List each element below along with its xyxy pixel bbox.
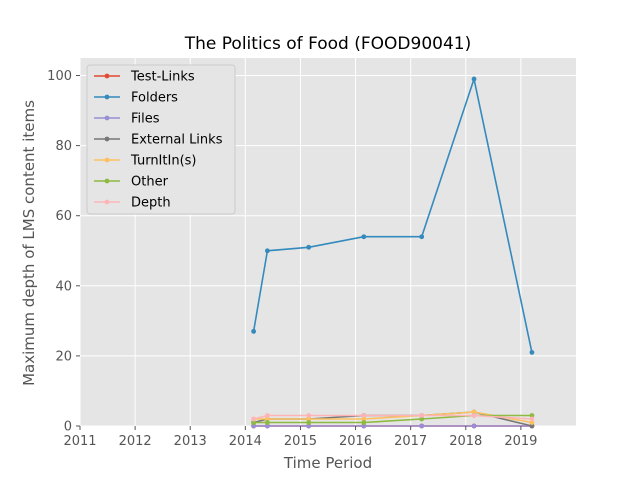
data-point-depth [471, 413, 477, 418]
x-axis-ticks: 2011 2012 2013 2014 2015 2016 2017 2018 2019 [63, 426, 537, 449]
y-tick-label: 20 [55, 349, 72, 364]
series-lines [251, 75, 535, 429]
legend-item-other: Other [94, 175, 169, 190]
data-point-files [251, 423, 256, 429]
y-tick-label: 100 [47, 69, 72, 84]
data-point-folders [471, 76, 477, 82]
legend-label: Folders [131, 91, 178, 106]
data-point-depth [251, 416, 256, 422]
legend-marker [104, 73, 110, 79]
series-folders [251, 75, 535, 355]
data-point-turnitin-s [361, 416, 367, 422]
data-point-turnitin-s [471, 409, 477, 415]
y-axis-ticks: 0 20 40 60 80 100 [47, 69, 80, 435]
data-point-files [306, 423, 312, 429]
legend-marker [104, 136, 110, 142]
data-point-other [264, 420, 270, 425]
data-point-depth [419, 413, 425, 418]
data-point-other [361, 420, 367, 425]
data-point-depth [361, 413, 367, 418]
x-tick-label: 2017 [394, 434, 427, 449]
data-point-other [251, 420, 256, 425]
y-tick-label: 80 [55, 139, 72, 154]
data-point-folders [419, 234, 425, 240]
data-point-external-links [529, 423, 535, 429]
series-files [251, 423, 535, 429]
legend-marker [104, 199, 110, 205]
legend-item-files: Files [94, 112, 160, 127]
data-point-folders [306, 244, 312, 250]
data-point-depth [529, 416, 535, 422]
legend-marker [104, 115, 110, 121]
data-point-files [419, 423, 425, 429]
data-point-files [471, 423, 477, 429]
legend-marker [104, 178, 110, 184]
data-point-depth [264, 413, 270, 418]
data-point-folders [251, 328, 256, 334]
x-axis-label: Time Period [283, 454, 372, 472]
x-tick-label: 2012 [119, 434, 152, 449]
legend-item-folders: Folders [94, 91, 178, 106]
y-tick-label: 60 [55, 209, 72, 224]
legend-marker [104, 157, 110, 163]
x-tick-label: 2014 [229, 434, 262, 449]
chart-title: The Politics of Food (FOOD90041) [184, 34, 471, 54]
data-point-folders [264, 248, 270, 254]
legend-item-depth: Depth [94, 196, 171, 211]
x-tick-label: 2016 [339, 434, 372, 449]
legend-label: Depth [131, 196, 171, 211]
y-axis-label: Maximum depth of LMS content items [20, 100, 38, 386]
data-point-other [419, 416, 425, 422]
data-point-files [264, 423, 270, 429]
y-tick-label: 40 [55, 279, 72, 294]
data-point-files [361, 423, 367, 429]
legend-label: Test-Links [130, 70, 195, 85]
legend-label: Files [131, 112, 160, 127]
data-point-depth [306, 413, 312, 418]
data-point-folders [361, 234, 367, 240]
y-tick-label: 0 [64, 420, 72, 435]
legend-label: TurnItIn(s) [130, 154, 196, 169]
legend-box [86, 64, 236, 215]
data-point-other [529, 413, 535, 418]
legend: Test-Links Folders Files External Links Turn… [86, 64, 236, 215]
data-point-turnitin-s [264, 416, 270, 422]
legend-item-test-links: Test-Links [94, 70, 195, 85]
x-tick-label: 2011 [63, 434, 96, 449]
data-point-folders [529, 350, 535, 355]
x-tick-label: 2015 [284, 434, 317, 449]
legend-marker [104, 94, 110, 100]
x-tick-label: 2018 [449, 434, 482, 449]
data-point-other [306, 420, 312, 425]
x-tick-label: 2019 [504, 434, 537, 449]
legend-item-external-links: External Links [94, 133, 223, 148]
data-point-turnitin-s [306, 416, 312, 422]
x-tick-label: 2013 [174, 434, 207, 449]
legend-item-turnitin-s: TurnItIn(s) [94, 154, 196, 169]
data-point-turnitin-s [529, 420, 535, 425]
legend-label: Other [131, 175, 169, 190]
legend-label: External Links [131, 133, 223, 148]
series-depth [251, 413, 535, 422]
